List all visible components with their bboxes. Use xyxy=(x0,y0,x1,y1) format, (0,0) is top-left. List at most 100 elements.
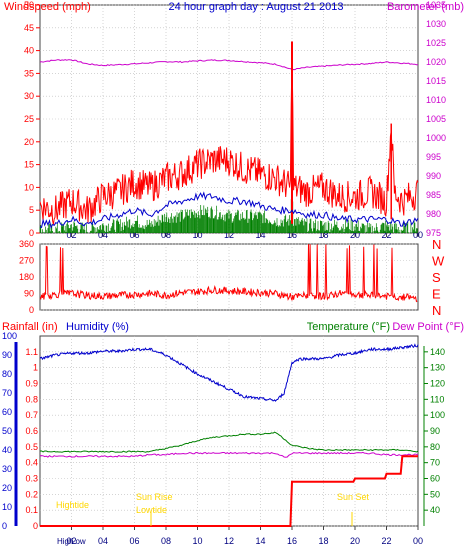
humidity-tick-label: 90 xyxy=(2,350,12,360)
rainfall-tick-label: 0 xyxy=(33,521,38,531)
barometer-tick-label: 1035 xyxy=(426,0,446,10)
direction-tick-label: 180 xyxy=(19,272,34,282)
temperature-tick-label: 100 xyxy=(430,410,445,420)
wind-hour-label: 16 xyxy=(287,230,297,240)
windspeed-tick-label: 25 xyxy=(24,114,34,124)
humidity-tick-label: 100 xyxy=(2,331,17,341)
dewpoint-axis-title: Dew Point (°F) xyxy=(392,321,464,333)
direction-tick-label: 360 xyxy=(19,239,34,249)
barometer-axis-title: Barometer (mb) xyxy=(387,1,464,13)
temperature-tick-label: 140 xyxy=(430,347,445,357)
rainfall-tick-label: 1.1 xyxy=(25,347,38,357)
temperature-tick-label: 120 xyxy=(430,379,445,389)
barometer-tick-label: 1000 xyxy=(426,133,446,143)
temperature-tick-label: 40 xyxy=(430,505,440,515)
wind-hour-label: 00 xyxy=(413,230,423,240)
temperature-tick-label: 80 xyxy=(430,442,440,452)
windspeed-tick-label: 45 xyxy=(24,23,34,33)
temperature-tick-label: 110 xyxy=(430,394,444,404)
humidity-tick-label: 40 xyxy=(2,445,12,455)
barometer-tick-label: 1005 xyxy=(426,114,446,124)
humidity-line xyxy=(39,343,419,402)
wind-hour-ticks: 02 04 06 08 10 12 14 16 18 20 22 00 xyxy=(66,230,423,240)
wind-hour-label: 20 xyxy=(350,230,360,240)
compass-label: E xyxy=(432,287,441,302)
direction-tick-label: 0 xyxy=(29,305,34,315)
rain-hour-label: 00 xyxy=(413,536,423,546)
temperature-line xyxy=(40,431,419,453)
compass-label: N xyxy=(432,237,441,252)
rainfall-tick-label: 0.9 xyxy=(25,379,38,389)
wind-hour-label: 04 xyxy=(98,230,108,240)
windspeed-tick-label: 10 xyxy=(24,182,34,192)
wind-hour-label: 18 xyxy=(318,230,328,240)
rainfall-tick-label: 0.4 xyxy=(25,458,38,468)
rain-series xyxy=(39,343,419,527)
barometer-tick-label: 995 xyxy=(426,152,441,162)
sunrise-label: Sun Rise xyxy=(136,492,173,502)
wind-hour-label: 14 xyxy=(255,230,265,240)
barometer-axis-ticks: 975 980 985 990 995 1000 1005 1010 1015 1020 1025 1… xyxy=(426,0,446,238)
humidity-tick-label: 50 xyxy=(2,426,12,436)
lowtide-label: Lowtide xyxy=(136,505,167,515)
humidity-tick-label: 60 xyxy=(2,407,12,417)
rain-hour-label: 20 xyxy=(350,536,360,546)
rain-hour-label: 10 xyxy=(192,536,202,546)
barometer-tick-label: 975 xyxy=(426,228,441,238)
barometer-tick-label: 1010 xyxy=(426,95,446,105)
hightide-label: Hightide xyxy=(56,500,89,510)
rain-humidity-panel: Rainfall (in) Humidity (%) Temperature (… xyxy=(2,321,464,546)
compass-label: N xyxy=(432,303,441,318)
temperature-tick-label: 130 xyxy=(430,363,445,373)
rain-hour-label: 16 xyxy=(287,536,297,546)
windspeed-tick-label: 40 xyxy=(24,46,34,56)
windspeed-tick-label: 0 xyxy=(29,228,34,238)
rainfall-tick-label: 0.2 xyxy=(25,489,38,499)
windspeed-axis-title: Windspeed (mph) xyxy=(4,1,91,13)
barometer-tick-label: 990 xyxy=(426,171,441,181)
rain-hour-label: 02 xyxy=(66,536,76,546)
temperature-axis-title: Temperature (°F) xyxy=(307,321,390,333)
barometer-tick-label: 1030 xyxy=(426,19,446,29)
humidity-tick-label: 70 xyxy=(2,388,12,398)
rain-hour-label: 22 xyxy=(381,536,391,546)
temperature-tick-label: 60 xyxy=(430,474,440,484)
windspeed-tick-label: 30 xyxy=(24,91,34,101)
wind-hour-label: 02 xyxy=(66,230,76,240)
rain-hour-label: 04 xyxy=(98,536,108,546)
humidity-tick-label: 30 xyxy=(2,464,12,474)
windspeed-tick-label: 35 xyxy=(24,68,34,78)
barometer-tick-label: 980 xyxy=(426,209,441,219)
temperature-tick-label: 90 xyxy=(430,426,440,436)
direction-tick-label: 270 xyxy=(19,256,34,266)
rainfall-line xyxy=(40,455,418,527)
direction-series xyxy=(39,244,418,303)
sunset-label: Sun Set xyxy=(337,492,370,502)
rain-hour-label: 08 xyxy=(161,536,171,546)
barometer-tick-label: 1025 xyxy=(426,38,446,48)
windspeed-tick-label: 5 xyxy=(29,205,34,215)
rainfall-tick-label: 0.6 xyxy=(25,426,38,436)
gust-line xyxy=(39,56,419,225)
graph-title: 24 hour graph day : August 21 2013 xyxy=(169,1,344,13)
humidity-tick-label: 0 xyxy=(2,521,7,531)
humidity-tick-label: 80 xyxy=(2,369,12,379)
windspeed-tick-label: 50 xyxy=(24,0,34,10)
dewpoint-line xyxy=(39,451,419,458)
wind-hour-label: 06 xyxy=(129,230,139,240)
barometer-tick-label: 1015 xyxy=(426,76,446,86)
temperature-tick-label: 70 xyxy=(430,458,440,468)
direction-line xyxy=(39,244,418,303)
barometer-tick-label: 985 xyxy=(426,190,441,200)
temperature-axis-ticks: 40 50 60 70 80 90 100 110 120 130 140 xyxy=(424,347,445,515)
rainfall-tick-label: 0.3 xyxy=(25,474,38,484)
rainfall-tick-label: 1 xyxy=(33,363,38,373)
rainfall-tick-label: 0.7 xyxy=(25,410,38,420)
wind-hour-label: 10 xyxy=(192,230,202,240)
rain-hour-label: 18 xyxy=(318,536,328,546)
direction-tick-label: 90 xyxy=(24,289,34,299)
